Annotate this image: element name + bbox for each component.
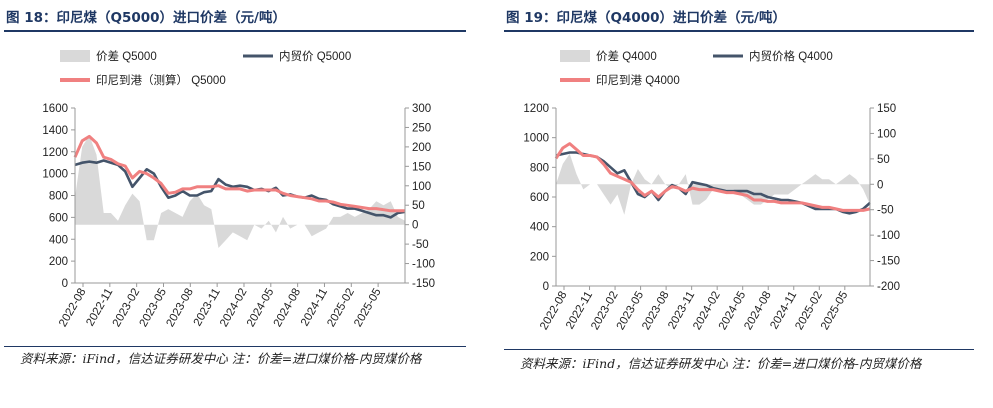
source-rule <box>4 346 466 347</box>
right-tick-label: 100 <box>412 181 431 193</box>
legend-label: 印尼到港（测算） Q5000 <box>96 73 226 87</box>
spread-area <box>556 153 870 215</box>
right-tick-label: 300 <box>412 103 431 115</box>
title-underline <box>504 30 974 32</box>
right-tick-label: 100 <box>877 128 896 140</box>
left-tick-label: 1000 <box>523 133 549 145</box>
x-tick-label: 2025-05 <box>352 287 384 330</box>
left-tick-label: 0 <box>62 278 68 290</box>
chart-q4000: 0 200 400 600 800 1000 1200 -200 -150 -100 -50 0 50 1… <box>523 49 900 332</box>
spread-area <box>75 135 405 248</box>
import-price-line <box>554 142 871 212</box>
legend-label: 内贸价 Q5000 <box>279 49 351 63</box>
left-tick-label: 400 <box>49 234 68 246</box>
domestic-price-line <box>74 159 406 219</box>
left-tick-label: 1200 <box>42 147 68 159</box>
chart-title: 图 18：印尼煤（Q5000）进口价差（元/吨） <box>6 10 286 26</box>
right-tick-label: 150 <box>877 103 896 115</box>
right-tick-label: -200 <box>877 281 900 293</box>
right-tick-label: -50 <box>412 239 429 251</box>
right-tick-label: 150 <box>412 161 431 173</box>
legend-swatch-spread <box>60 50 90 62</box>
legend-label: 内贸价格 Q4000 <box>749 49 833 63</box>
right-tick-label: 50 <box>877 154 890 166</box>
right-tick-label: -50 <box>877 205 894 217</box>
right-tick-label: -100 <box>412 259 435 271</box>
title-underline <box>4 30 466 32</box>
left-tick-label: 1400 <box>42 125 68 137</box>
source-rule <box>504 349 974 350</box>
left-tick-label: 400 <box>530 222 549 234</box>
right-tick-label: 0 <box>877 179 883 191</box>
chart-q5000: 02004006008001000120014001600-150-100-50… <box>42 49 435 330</box>
legend-label: 价差 Q4000 <box>596 49 657 63</box>
left-tick-label: 0 <box>543 281 549 293</box>
right-tick-label: 200 <box>412 142 431 154</box>
left-tick-label: 200 <box>49 256 68 268</box>
right-tick-label: 50 <box>412 200 425 212</box>
right-tick-label: 0 <box>412 220 418 232</box>
left-tick-label: 1200 <box>523 103 549 115</box>
import-price-line <box>73 134 405 213</box>
right-tick-label: 250 <box>412 122 431 134</box>
left-tick-label: 1600 <box>42 103 68 115</box>
legend-label: 印尼到港 Q4000 <box>596 74 680 87</box>
right-tick-label: -100 <box>877 230 900 242</box>
left-tick-label: 800 <box>49 191 68 203</box>
left-tick-label: 600 <box>530 192 549 204</box>
chart-title: 图 19：印尼煤（Q4000）进口价差（元/吨） <box>506 10 786 26</box>
left-tick-label: 800 <box>530 162 549 174</box>
right-tick-label: -150 <box>877 256 900 268</box>
left-tick-label: 1000 <box>42 169 68 181</box>
legend-label: 价差 Q5000 <box>96 49 157 63</box>
chart-panel-q4000: 图 19：印尼煤（Q4000）进口价差（元/吨） 0 200 400 600 800 10… <box>500 0 993 408</box>
chart-source: 资料来源：iFind，信达证券研发中心 注：价差=进口煤价格-内贸煤价格 <box>20 351 422 366</box>
chart-panel-q5000: 图 18：印尼煤（Q5000）进口价差（元/吨） 0 200 400 600 800 10… <box>0 0 480 408</box>
legend-swatch-spread <box>560 50 590 62</box>
chart-source: 资料来源：iFind，信达证券研发中心 注：价差=进口煤价格-内贸煤价格 <box>520 356 922 371</box>
left-tick-label: 200 <box>530 251 549 263</box>
left-tick-label: 600 <box>49 212 68 224</box>
right-tick-label: -150 <box>412 278 435 290</box>
